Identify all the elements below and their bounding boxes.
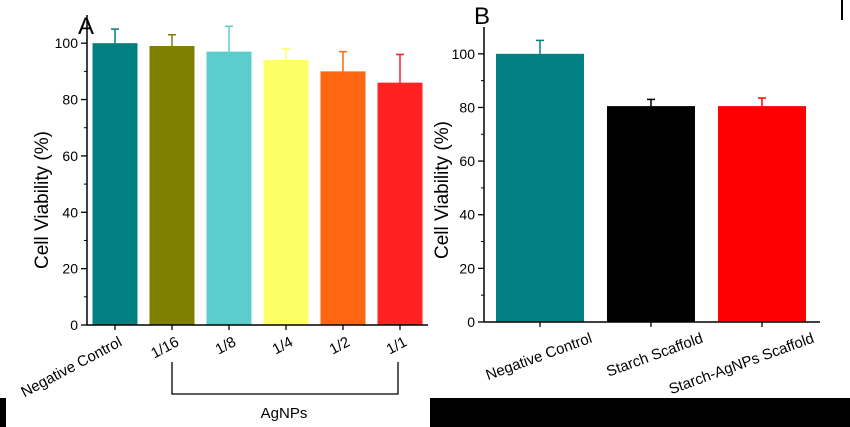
- y-tick-label: 80: [62, 92, 78, 108]
- black-strip-right: [430, 398, 850, 427]
- y-tick-label: 40: [459, 207, 475, 223]
- y-tick-label: 100: [55, 35, 79, 51]
- x-tick-label: 1/16: [148, 334, 182, 363]
- error-bars-b: [536, 39, 766, 107]
- bars-b: [496, 53, 806, 323]
- y-tick-label: 40: [62, 204, 78, 220]
- x-tick-label: 1/2: [326, 334, 352, 359]
- bar: [607, 106, 695, 322]
- agnps-bracket: [171, 362, 399, 395]
- x-tick-labels-b: Negative Control Starch ScaffoldStarch-Ag…: [484, 322, 816, 398]
- bar: [263, 60, 309, 325]
- y-axis-label-b: Cell Viability (%): [432, 121, 453, 259]
- y-ticks-a: 0 20 40 60 80 100: [55, 35, 87, 333]
- panel-label-b: B: [474, 3, 490, 30]
- y-ticks-b: 0 20 40 60 80 100: [452, 46, 484, 330]
- bar: [377, 82, 423, 326]
- x-tick-label: 1/8: [212, 334, 238, 359]
- x-tick-label: 1/1: [383, 334, 409, 359]
- y-axis-label-a: Cell Viability (%): [32, 131, 53, 269]
- black-strip-left: [0, 398, 6, 427]
- y-tick-label: 20: [459, 260, 475, 276]
- y-tick-label: 60: [459, 153, 475, 169]
- x-tick-label: Negative Control: [484, 330, 595, 384]
- bars-a: [92, 43, 423, 326]
- chart-panel-a: A Cell Viability (%) 0 20 40 60 80 100 Negati…: [18, 13, 428, 422]
- bar: [149, 46, 195, 325]
- chart-panel-b: B Cell Viability (%) 0 20 40 60 80 100 Negati…: [432, 3, 820, 398]
- black-mark-top-right: [841, 0, 843, 20]
- panel-label-a: A: [78, 13, 94, 40]
- y-tick-label: 0: [467, 314, 475, 330]
- y-tick-label: 60: [62, 148, 78, 164]
- x-tick-labels-a: Negative Control 1/16 1/8 1/4 1/2 1/1: [18, 325, 410, 401]
- y-tick-label: 100: [452, 46, 476, 62]
- bar: [718, 106, 806, 322]
- y-tick-label: 20: [62, 261, 78, 277]
- bar: [320, 71, 366, 325]
- bar: [92, 43, 138, 325]
- y-tick-label: 80: [459, 99, 475, 115]
- bar: [206, 51, 252, 326]
- agnps-bracket-label: AgNPs: [261, 405, 308, 422]
- x-tick-label: Negative Control: [18, 334, 125, 401]
- bar: [496, 53, 584, 323]
- y-tick-label: 0: [70, 317, 78, 333]
- x-tick-label: 1/4: [269, 334, 295, 359]
- error-bars-a: [111, 25, 404, 83]
